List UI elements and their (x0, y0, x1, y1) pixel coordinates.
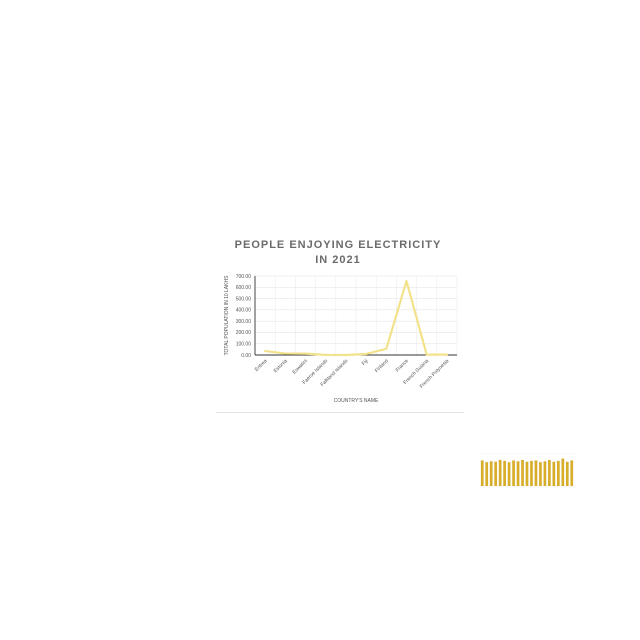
thumbnail-bar (507, 462, 511, 486)
chart-title: PEOPLE ENJOYING ELECTRICITY IN 2021 (212, 238, 464, 268)
electricity-line-chart: 0.00 100.00 200.00 300.00 400.00 500.00 600.00… (212, 232, 464, 414)
grid (254, 275, 458, 356)
x-tick-label: Finland (374, 358, 390, 374)
y-tick-label: 0.00 (241, 353, 251, 359)
chart-title-line-2: IN 2021 (315, 254, 361, 266)
y-tick-label: 400.00 (236, 308, 252, 314)
x-tick-label: Estonia (273, 358, 289, 374)
thumbnail-bar (489, 461, 493, 486)
thumbnail-bar (565, 461, 569, 486)
thumbnail-bar (516, 461, 520, 486)
thumbnail-bars (480, 458, 574, 486)
y-axis-label: TOTAL POPULATION IN 10 LAKHS (224, 275, 230, 356)
thumbnail-bar (485, 462, 489, 486)
thumbnail-bar (512, 460, 515, 486)
y-tick-label: 100.00 (236, 342, 252, 348)
thumbnail-bar (539, 462, 542, 486)
x-tick-label: France (395, 358, 410, 373)
chart-title-line-1: PEOPLE ENJOYING ELECTRICITY (234, 239, 442, 251)
thumbnail-bar (570, 460, 574, 486)
y-tick-label: 600.00 (236, 285, 252, 291)
series-line (264, 279, 448, 357)
thumbnail-bar (552, 461, 556, 486)
x-axis-label: COUNTRY'S NAME (334, 398, 379, 404)
thumbnail-bar (498, 459, 502, 486)
thumbnail-bar (534, 460, 538, 486)
x-tick-label: Eswatini (292, 358, 309, 375)
thumbnail-bar (525, 461, 529, 486)
thumbnail-bar (530, 460, 533, 486)
line-chart-svg: 0.00 100.00 200.00 300.00 400.00 500.00 600.00… (224, 274, 458, 404)
y-tick-label: 200.00 (236, 330, 252, 336)
thumbnail-bar-chart (470, 440, 580, 496)
thumbnail-bar (494, 461, 498, 486)
y-tick-label: 300.00 (236, 319, 252, 325)
thumbnail-bar (556, 460, 560, 486)
x-tick-label: Fiji (361, 358, 370, 367)
thumbnail-bar (548, 459, 551, 486)
thumbnail-bar (480, 460, 484, 486)
thumbnail-chart-svg (480, 453, 574, 487)
y-tick-labels: 0.00 100.00 200.00 300.00 400.00 500.00 600.00… (236, 274, 252, 359)
x-tick-label: Eritrea (254, 358, 269, 373)
divider (216, 412, 464, 413)
thumbnail-bar (521, 459, 524, 486)
thumbnail-bar (561, 458, 565, 486)
y-tick-label: 500.00 (236, 296, 252, 302)
y-tick-label: 700.00 (236, 274, 252, 280)
thumbnail-bar (503, 460, 506, 486)
thumbnail-bar (543, 461, 547, 486)
